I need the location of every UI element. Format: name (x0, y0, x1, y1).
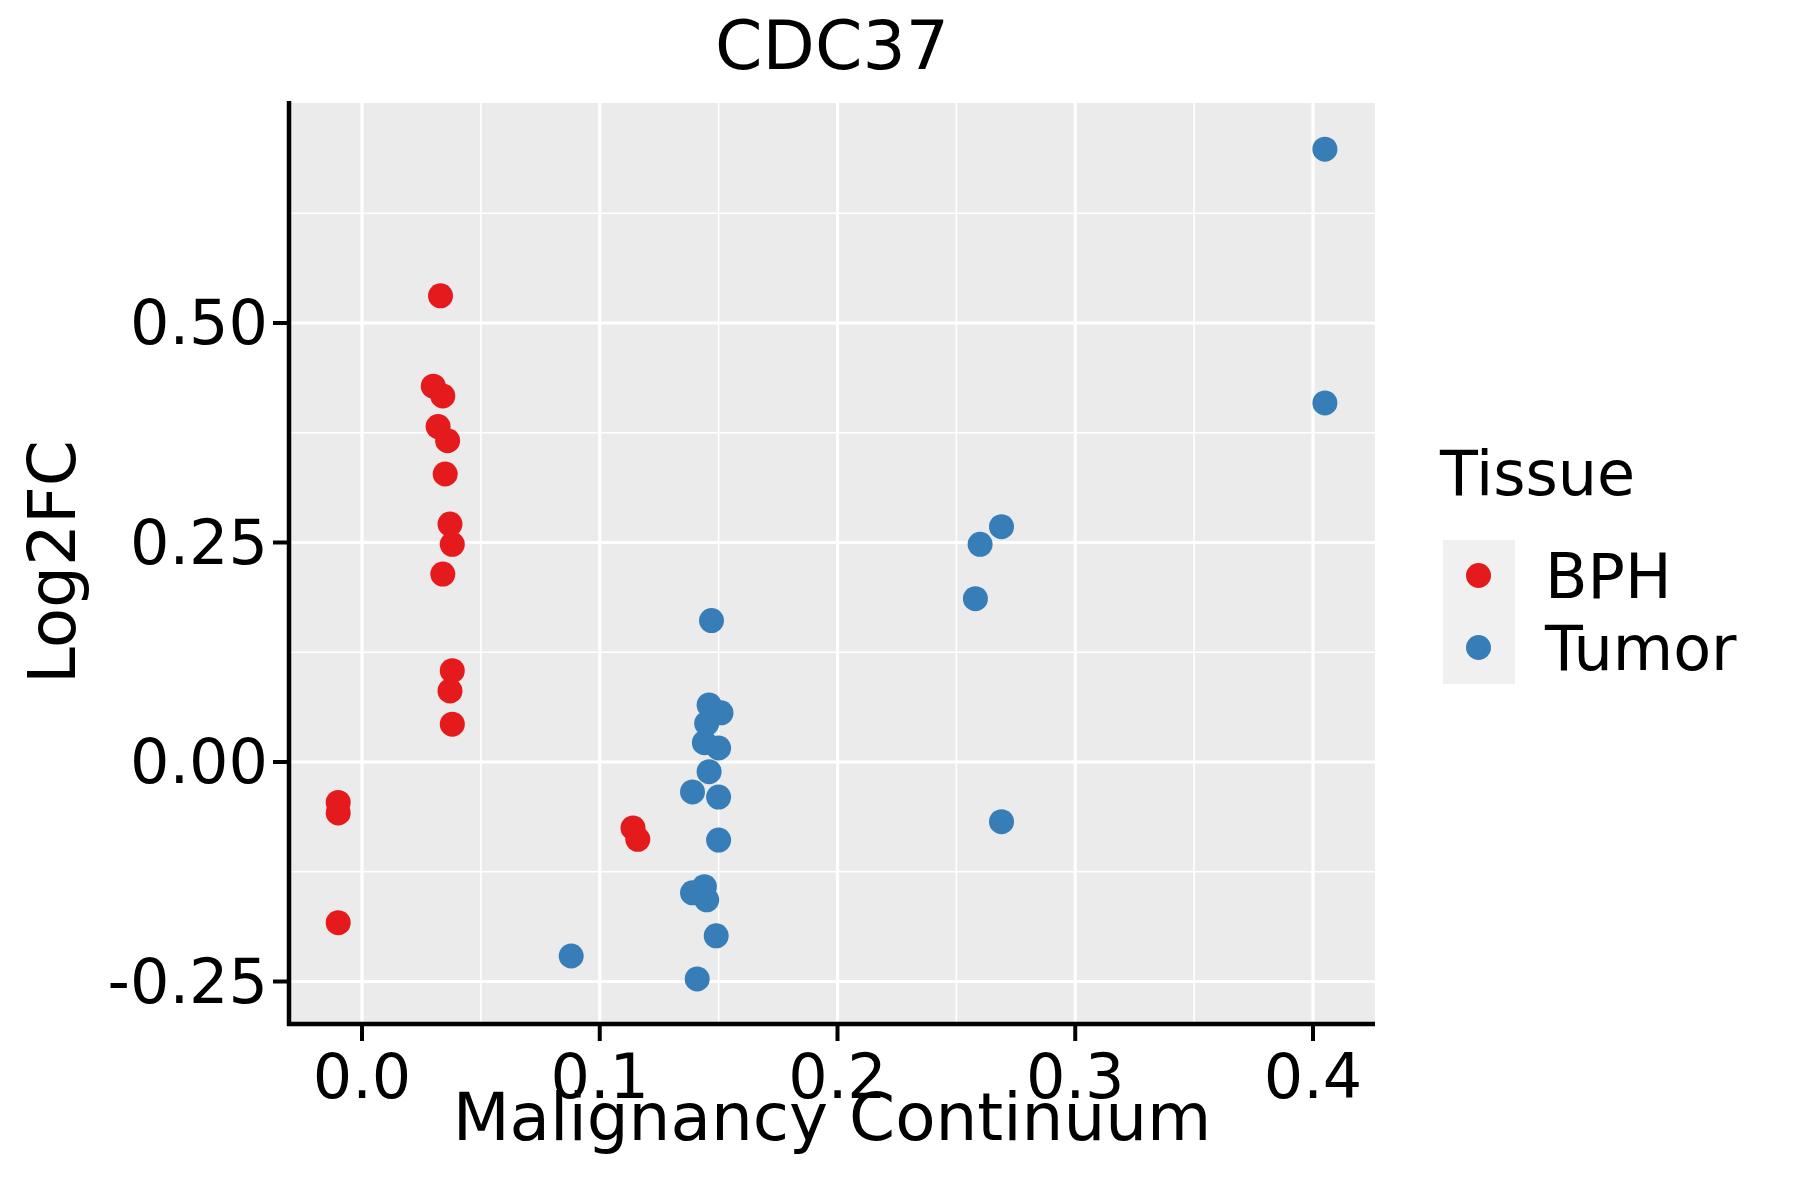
plot-area (0, 0, 1800, 1200)
data-point-tumor (680, 779, 705, 804)
figure: CDC37 Malignancy Continuum Log2FC 0.00.1… (0, 0, 1800, 1200)
data-point-tumor (694, 887, 719, 912)
legend-label-tumor: Tumor (1545, 617, 1737, 681)
data-point-tumor (559, 944, 584, 969)
data-point-tumor (697, 759, 722, 784)
x-tick-label-0.0: 0.0 (242, 1044, 482, 1110)
y-tick-label-0.25: 0.25 (48, 510, 268, 576)
data-point-tumor (699, 608, 724, 633)
data-point-tumor (685, 966, 710, 991)
data-point-tumor (706, 736, 731, 761)
x-tick-label-0.2: 0.2 (718, 1044, 958, 1110)
data-point-bph (430, 562, 455, 587)
data-point-tumor (706, 785, 731, 810)
data-point-bph (326, 910, 351, 935)
data-point-tumor (706, 828, 731, 853)
data-point-bph (435, 428, 460, 453)
data-point-tumor (968, 532, 993, 557)
panel-background (290, 103, 1375, 1022)
x-tick-label-0.4: 0.4 (1193, 1044, 1433, 1110)
data-point-bph (326, 800, 351, 825)
y-tick-label-0.50: 0.50 (48, 290, 268, 356)
data-point-tumor (704, 923, 729, 948)
data-point-tumor (1312, 390, 1337, 415)
y-tick-label-0.00: 0.00 (48, 729, 268, 795)
legend-dot-bph-icon (1466, 563, 1491, 588)
x-tick-label-0.1: 0.1 (480, 1044, 720, 1110)
data-point-tumor (1312, 137, 1337, 162)
legend-label-bph: BPH (1545, 545, 1672, 609)
data-point-bph (428, 283, 453, 308)
data-point-bph (440, 712, 465, 737)
y-tick-label--0.25: -0.25 (48, 949, 268, 1015)
data-point-tumor (989, 514, 1014, 539)
data-point-bph (440, 532, 465, 557)
data-point-bph (625, 827, 650, 852)
legend-title: Tissue (1440, 440, 1635, 508)
data-point-bph (430, 383, 455, 408)
legend-dot-tumor-icon (1466, 635, 1491, 660)
data-point-bph (438, 678, 463, 703)
data-point-tumor (963, 586, 988, 611)
data-point-tumor (989, 809, 1014, 834)
x-tick-label-0.3: 0.3 (955, 1044, 1195, 1110)
data-point-bph (433, 462, 458, 487)
plot-title: CDC37 (532, 8, 1132, 84)
